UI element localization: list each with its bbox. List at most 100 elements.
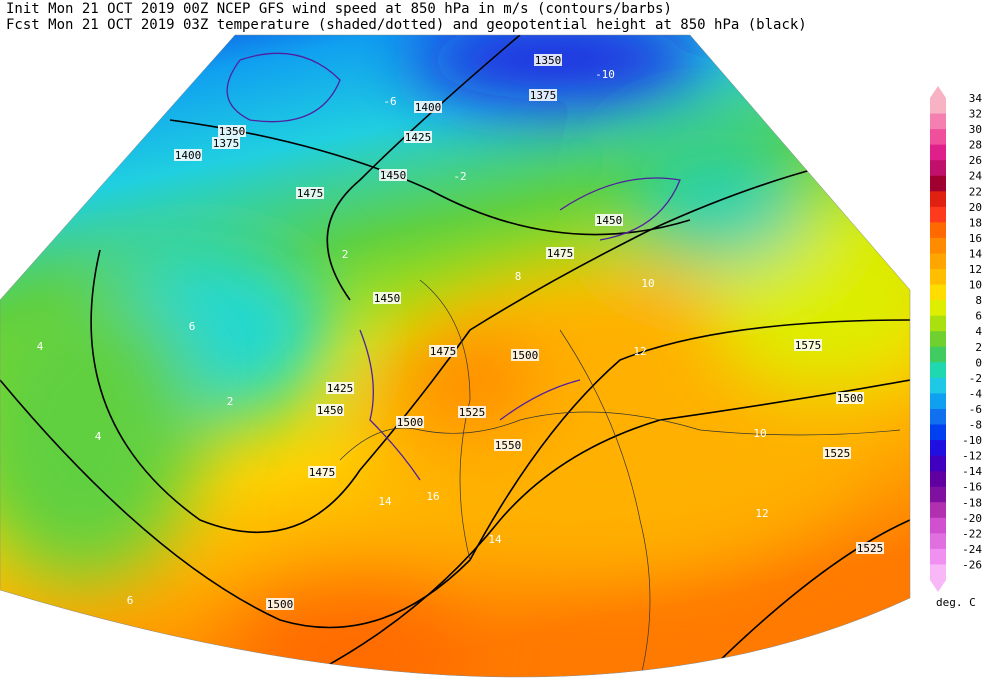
temperature-label: 2 — [227, 395, 234, 408]
label-backing — [836, 392, 864, 404]
temperature-label: 6 — [127, 594, 134, 607]
height-label: 1450 — [317, 404, 344, 417]
colorbar-label: 10 — [969, 279, 982, 292]
temperature-label: 4 — [37, 340, 44, 353]
colorbar-label: 24 — [969, 170, 983, 183]
colorbar-label: -10 — [962, 434, 982, 447]
label-backing — [266, 598, 294, 610]
temperature-label: 4 — [95, 430, 102, 443]
label-backing — [529, 89, 557, 101]
temperature-label: 12 — [633, 345, 646, 358]
colorbar-label: 22 — [969, 185, 982, 198]
colorbar-label: -24 — [962, 543, 982, 556]
colorbar-swatch — [930, 300, 946, 317]
height-label: 1550 — [495, 439, 522, 452]
height-label: 1500 — [512, 349, 539, 362]
height-label: 1400 — [175, 149, 202, 162]
height-label: 1475 — [430, 345, 457, 358]
colorbar-swatch — [930, 98, 946, 115]
height-label: 1350 — [535, 54, 562, 67]
height-label: 1525 — [459, 406, 486, 419]
height-label: 1500 — [397, 416, 424, 429]
label-backing — [308, 466, 336, 478]
height-label: 1450 — [380, 169, 407, 182]
label-backing — [404, 131, 432, 143]
height-label: 1375 — [530, 89, 557, 102]
colorbar-swatch — [930, 206, 946, 223]
height-label: 1525 — [824, 447, 851, 460]
height-label: 1475 — [309, 466, 336, 479]
map-outline — [0, 34, 911, 678]
label-backing — [856, 542, 884, 554]
height-label: 1400 — [415, 101, 442, 114]
colorbar-label: -6 — [969, 403, 982, 416]
colorbar-swatch — [930, 486, 946, 503]
height-label: 1450 — [596, 214, 623, 227]
label-backing — [494, 439, 522, 451]
colorbar-swatch — [930, 331, 946, 348]
colorbar-label: -14 — [962, 465, 982, 478]
temperature-label: 14 — [378, 495, 392, 508]
colorbar-swatch — [930, 175, 946, 192]
colorbar-swatch — [930, 533, 946, 550]
colorbar-label: 34 — [969, 92, 983, 105]
label-backing — [414, 101, 442, 113]
height-label: 1575 — [795, 339, 822, 352]
colorbar-label: -22 — [962, 527, 982, 540]
colorbar-swatch — [930, 455, 946, 472]
temperature-label: -2 — [453, 170, 466, 183]
height-label: 1525 — [857, 542, 884, 555]
colorbar-swatch — [930, 129, 946, 146]
colorbar-label: 18 — [969, 216, 982, 229]
colorbar-swatch — [930, 424, 946, 441]
colorbar-swatch — [930, 408, 946, 426]
colorbar-label: -8 — [969, 419, 982, 432]
colorbar-label: 26 — [969, 154, 982, 167]
temperature-label: -10 — [595, 68, 615, 81]
label-backing — [823, 447, 851, 459]
colorbar-label: -4 — [969, 387, 983, 400]
colorbar-label: 16 — [969, 232, 982, 245]
temperature-label: -6 — [383, 95, 396, 108]
colorbar-label: 20 — [969, 201, 982, 214]
label-backing — [218, 125, 246, 137]
colorbar-arrow — [930, 580, 946, 592]
colorbar-swatch — [930, 377, 946, 394]
label-backing — [296, 187, 324, 199]
colorbar-swatch — [930, 362, 946, 379]
label-backing — [174, 149, 202, 161]
colorbar-swatch — [930, 564, 946, 581]
height-label: 1350 — [219, 125, 246, 138]
colorbar-label: 8 — [975, 294, 982, 307]
height-label: 1450 — [374, 292, 401, 305]
colorbar-swatch — [930, 548, 946, 565]
colorbar-label: -2 — [969, 372, 982, 385]
height-label: 1425 — [327, 382, 354, 395]
temperature-label: 8 — [515, 270, 522, 283]
colorbar-swatch — [930, 191, 946, 208]
temperature-label: 16 — [426, 490, 439, 503]
label-backing — [212, 137, 240, 149]
label-backing — [373, 292, 401, 304]
colorbar-unit: deg. C — [936, 596, 976, 609]
height-label: 1425 — [405, 131, 432, 144]
label-backing — [511, 349, 539, 361]
colorbar-swatch — [930, 440, 946, 457]
label-backing — [458, 406, 486, 418]
label-backing — [429, 345, 457, 357]
colorbar-label: 2 — [975, 341, 982, 354]
temperature-label: 6 — [189, 320, 196, 333]
height-label: 1375 — [213, 137, 240, 150]
height-label: 1475 — [297, 187, 324, 200]
colorbar-label: -18 — [962, 496, 982, 509]
colorbar-swatch — [930, 253, 946, 270]
header-line: Init Mon 21 OCT 2019 00Z NCEP GFS wind s… — [6, 1, 672, 17]
label-backing — [595, 214, 623, 226]
colorbar-label: 30 — [969, 123, 982, 136]
temperature-label: 14 — [488, 533, 502, 546]
colorbar-swatch — [930, 113, 946, 130]
colorbar-arrow — [930, 86, 946, 98]
colorbar-swatch — [930, 346, 946, 363]
